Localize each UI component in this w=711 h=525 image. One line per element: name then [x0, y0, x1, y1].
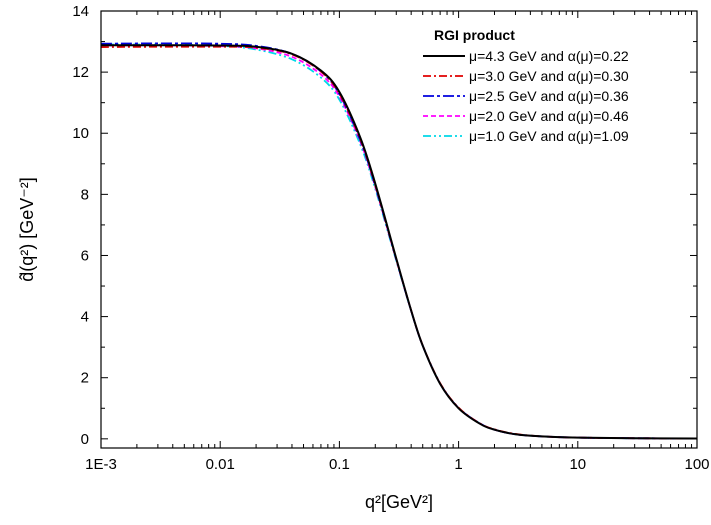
legend-label: μ=2.0 GeV and α(μ)=0.46: [469, 108, 629, 124]
x-tick-label: 1E-3: [85, 456, 117, 473]
series-line-2: [100, 45, 698, 440]
series-line-4: [100, 44, 698, 440]
y-tick-label: 12: [72, 64, 89, 81]
series-line-1: [100, 44, 698, 440]
x-tick-label: 10: [569, 456, 586, 473]
legend-label: μ=4.3 GeV and α(μ)=0.22: [469, 48, 629, 64]
y-tick-label: 2: [81, 370, 89, 387]
x-tick-label: 0.01: [206, 456, 235, 473]
y-axis-title: d̂(q²) [GeV⁻²]: [17, 177, 37, 282]
legend-title: RGI product: [434, 27, 515, 43]
x-tick-label: 0.1: [329, 456, 350, 473]
y-tick-label: 8: [81, 186, 89, 203]
legend-label: μ=1.0 GeV and α(μ)=1.09: [469, 128, 629, 144]
x-tick-label: 100: [684, 456, 709, 473]
legend-label: μ=3.0 GeV and α(μ)=0.30: [469, 68, 629, 84]
y-tick-label: 4: [81, 309, 89, 326]
plot-area: [100, 42, 698, 440]
legend-label: μ=2.5 GeV and α(μ)=0.36: [469, 88, 629, 104]
y-tick-label: 6: [81, 247, 89, 264]
y-tick-label: 14: [72, 3, 89, 20]
plot-frame: [100, 10, 698, 449]
legend: RGI product μ=4.3 GeV and α(μ)=0.22 μ=3.0 …: [423, 27, 629, 144]
y-tick-label: 0: [81, 431, 89, 448]
y-tick-label: 10: [72, 125, 89, 142]
x-tick-label: 1: [454, 456, 462, 473]
axes: 1E-3 0.01 0.1 1 10 100 0 2 4 6 8 10 12 14 q²[GeV²] d̂(q…: [17, 3, 710, 512]
x-axis-title: q²[GeV²]: [365, 492, 433, 512]
